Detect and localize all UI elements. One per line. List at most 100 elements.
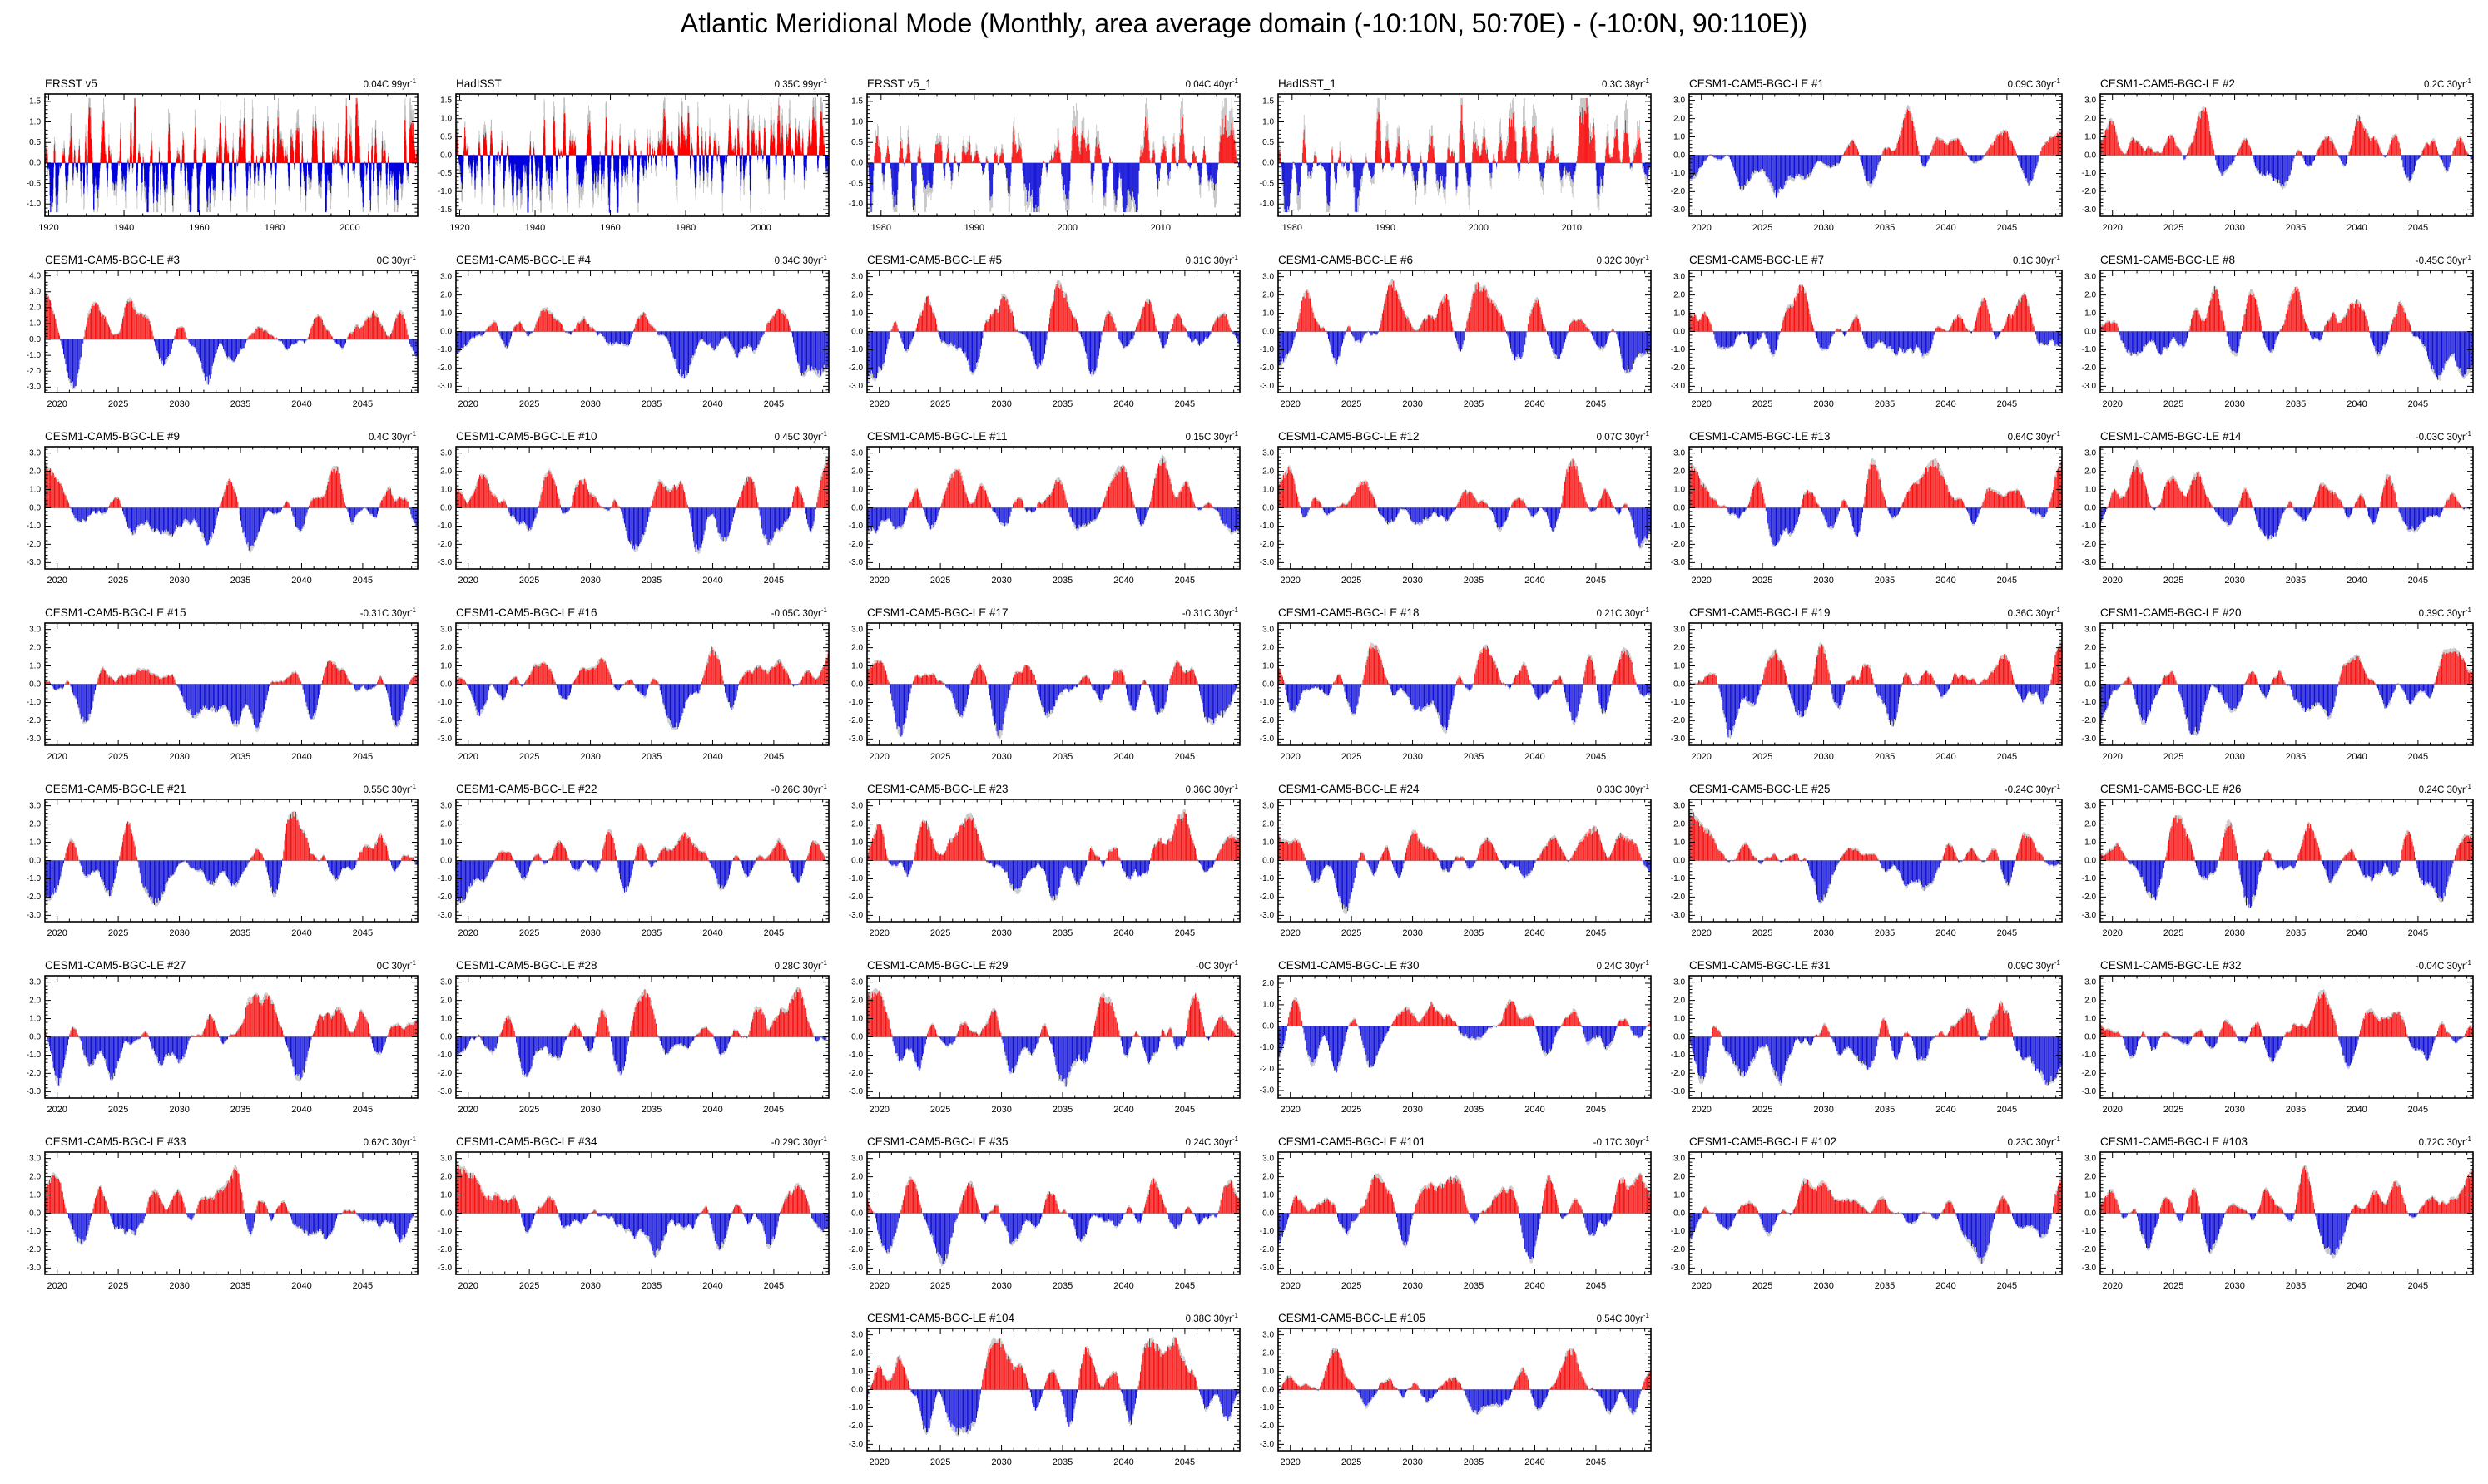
chart-panel: CESM1-CAM5-BGC-LE #34 -0.29C 30yr-1 [424,1131,834,1301]
panel-plot [1246,443,1656,594]
chart-panel: CESM1-CAM5-BGC-LE #105 0.54C 30yr-1 [1246,1308,1656,1477]
panel-plot [2069,972,2478,1123]
panel-trend-label: 0.55C 30yr-1 [363,783,416,795]
panel-title: CESM1-CAM5-BGC-LE #33 [45,1135,186,1148]
panel-trend-label: 0C 30yr-1 [376,254,416,266]
panel-header: CESM1-CAM5-BGC-LE #28 0.28C 30yr-1 [424,955,834,972]
chart-panel: CESM1-CAM5-BGC-LE #3 0C 30yr-1 [13,250,423,419]
panel-title: CESM1-CAM5-BGC-LE #17 [867,606,1009,619]
trend-exponent: -1 [820,77,827,86]
panel-header: CESM1-CAM5-BGC-LE #1 0.09C 30yr-1 [1658,73,2067,90]
chart-panel: CESM1-CAM5-BGC-LE #1 0.09C 30yr-1 [1658,73,2067,243]
trend-exponent: -1 [1643,430,1649,438]
panel-header: CESM1-CAM5-BGC-LE #30 0.24C 30yr-1 [1246,955,1656,972]
panel-trend-label: 0.64C 30yr-1 [2007,430,2060,443]
panel-header: CESM1-CAM5-BGC-LE #21 0.55C 30yr-1 [13,779,423,795]
panel-title: CESM1-CAM5-BGC-LE #32 [2100,959,2242,972]
panel-trend-label: 0.32C 30yr-1 [1596,254,1649,266]
trend-exponent: -1 [1643,606,1649,615]
panel-plot [1658,1148,2067,1299]
panel-header: CESM1-CAM5-BGC-LE #9 0.4C 30yr-1 [13,426,423,443]
panel-plot [835,443,1245,594]
panel-header: CESM1-CAM5-BGC-LE #12 0.07C 30yr-1 [1246,426,1656,443]
chart-panel: ERSST v5_1 0.04C 40yr-1 [835,73,1245,243]
chart-panel: CESM1-CAM5-BGC-LE #16 -0.05C 30yr-1 [424,602,834,772]
trend-exponent: -1 [409,606,416,615]
panel-header: CESM1-CAM5-BGC-LE #19 0.36C 30yr-1 [1658,602,2067,619]
panel-plot [424,266,834,418]
panel-trend-label: 0.72C 30yr-1 [2418,1135,2471,1148]
panel-title: CESM1-CAM5-BGC-LE #20 [2100,606,2242,619]
trend-exponent: -1 [2465,430,2471,438]
panel-header: CESM1-CAM5-BGC-LE #101 -0.17C 30yr-1 [1246,1131,1656,1148]
panel-trend-label: 0.07C 30yr-1 [1596,430,1649,443]
panel-trend-label: 0.09C 30yr-1 [2007,77,2060,90]
panel-plot [835,1324,1245,1476]
trend-exponent: -1 [820,959,827,967]
panel-header: CESM1-CAM5-BGC-LE #11 0.15C 30yr-1 [835,426,1245,443]
panel-trend-label: -0.31C 30yr-1 [1182,606,1238,619]
trend-exponent: -1 [1643,1135,1649,1144]
panel-header: HadISST_1 0.3C 38yr-1 [1246,73,1656,90]
panel-trend-label: -0.03C 30yr-1 [2415,430,2471,443]
chart-panel: CESM1-CAM5-BGC-LE #103 0.72C 30yr-1 [2069,1131,2478,1301]
panel-header: CESM1-CAM5-BGC-LE #26 0.24C 30yr-1 [2069,779,2478,795]
chart-panel: CESM1-CAM5-BGC-LE #14 -0.03C 30yr-1 [2069,426,2478,596]
panel-header: CESM1-CAM5-BGC-LE #7 0.1C 30yr-1 [1658,250,2067,266]
panel-title: CESM1-CAM5-BGC-LE #27 [45,959,186,972]
trend-exponent: -1 [409,1135,416,1144]
chart-panel: CESM1-CAM5-BGC-LE #2 0.2C 30yr-1 [2069,73,2478,243]
panel-plot [13,443,423,594]
panel-header: CESM1-CAM5-BGC-LE #3 0C 30yr-1 [13,250,423,266]
chart-panel: CESM1-CAM5-BGC-LE #104 0.38C 30yr-1 [835,1308,1245,1477]
panel-header: CESM1-CAM5-BGC-LE #13 0.64C 30yr-1 [1658,426,2067,443]
panel-plot [1658,90,2067,241]
panel-header: CESM1-CAM5-BGC-LE #8 -0.45C 30yr-1 [2069,250,2478,266]
panel-plot [1658,795,2067,947]
panel-header: CESM1-CAM5-BGC-LE #15 -0.31C 30yr-1 [13,602,423,619]
panel-title: CESM1-CAM5-BGC-LE #15 [45,606,186,619]
panel-title: CESM1-CAM5-BGC-LE #104 [867,1312,1015,1324]
trend-exponent: -1 [2054,430,2060,438]
panel-plot [2069,90,2478,241]
trend-exponent: -1 [409,783,416,791]
panel-header: CESM1-CAM5-BGC-LE #24 0.33C 30yr-1 [1246,779,1656,795]
panel-title: CESM1-CAM5-BGC-LE #12 [1278,430,1420,443]
panel-trend-label: -0.26C 30yr-1 [771,783,827,795]
panel-header: CESM1-CAM5-BGC-LE #23 0.36C 30yr-1 [835,779,1245,795]
panel-trend-label: 0.31C 30yr-1 [1185,254,1238,266]
trend-exponent: -1 [1643,959,1649,967]
chart-panel: CESM1-CAM5-BGC-LE #23 0.36C 30yr-1 [835,779,1245,948]
trend-exponent: -1 [1643,783,1649,791]
panel-header: ERSST v5 0.04C 99yr-1 [13,73,423,90]
panel-plot [1658,443,2067,594]
trend-exponent: -1 [2054,606,2060,615]
panel-header: CESM1-CAM5-BGC-LE #34 -0.29C 30yr-1 [424,1131,834,1148]
trend-exponent: -1 [1643,1312,1649,1320]
chart-panel: CESM1-CAM5-BGC-LE #7 0.1C 30yr-1 [1658,250,2067,419]
trend-exponent: -1 [1643,77,1649,86]
panel-trend-label: 0C 30yr-1 [376,959,416,972]
trend-exponent: -1 [820,606,827,615]
trend-exponent: -1 [2054,77,2060,86]
chart-panel: CESM1-CAM5-BGC-LE #35 0.24C 30yr-1 [835,1131,1245,1301]
panel-title: CESM1-CAM5-BGC-LE #3 [45,254,181,266]
panel-plot [2069,266,2478,418]
chart-panel: CESM1-CAM5-BGC-LE #11 0.15C 30yr-1 [835,426,1245,596]
chart-panel: CESM1-CAM5-BGC-LE #33 0.62C 30yr-1 [13,1131,423,1301]
panel-trend-label: 0.4C 30yr-1 [369,430,416,443]
chart-panel: CESM1-CAM5-BGC-LE #29 -0C 30yr-1 [835,955,1245,1125]
panel-header: CESM1-CAM5-BGC-LE #25 -0.24C 30yr-1 [1658,779,2067,795]
panel-trend-label: 0.36C 30yr-1 [2007,606,2060,619]
panel-title: CESM1-CAM5-BGC-LE #22 [456,783,597,795]
panel-title: HadISST [456,77,502,90]
panel-plot [13,266,423,418]
panel-plot [1658,619,2067,770]
panel-title: CESM1-CAM5-BGC-LE #102 [1689,1135,1837,1148]
chart-panel: CESM1-CAM5-BGC-LE #27 0C 30yr-1 [13,955,423,1125]
panel-header: HadISST 0.35C 99yr-1 [424,73,834,90]
trend-exponent: -1 [2054,783,2060,791]
panel-plot [424,443,834,594]
